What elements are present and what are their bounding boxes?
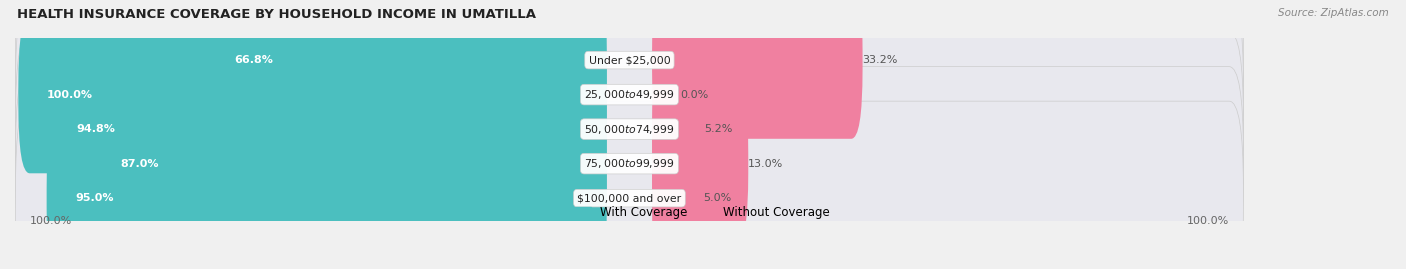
Text: $75,000 to $99,999: $75,000 to $99,999 [585,157,675,170]
FancyBboxPatch shape [46,119,607,269]
FancyBboxPatch shape [652,119,703,269]
Text: 5.0%: 5.0% [703,193,731,203]
Text: $25,000 to $49,999: $25,000 to $49,999 [585,88,675,101]
Text: 95.0%: 95.0% [75,193,114,203]
FancyBboxPatch shape [48,50,607,208]
FancyBboxPatch shape [15,32,1243,226]
Text: Source: ZipAtlas.com: Source: ZipAtlas.com [1278,8,1389,18]
FancyBboxPatch shape [15,0,1243,192]
FancyBboxPatch shape [18,16,607,173]
Text: 87.0%: 87.0% [120,159,159,169]
Text: 0.0%: 0.0% [681,90,709,100]
FancyBboxPatch shape [15,67,1243,261]
Text: 66.8%: 66.8% [235,55,273,65]
FancyBboxPatch shape [652,50,704,208]
Text: $50,000 to $74,999: $50,000 to $74,999 [585,123,675,136]
FancyBboxPatch shape [91,85,607,242]
Text: Under $25,000: Under $25,000 [589,55,671,65]
Text: $100,000 and over: $100,000 and over [578,193,682,203]
Text: 100.0%: 100.0% [30,215,72,226]
FancyBboxPatch shape [15,101,1243,269]
Text: HEALTH INSURANCE COVERAGE BY HOUSEHOLD INCOME IN UMATILLA: HEALTH INSURANCE COVERAGE BY HOUSEHOLD I… [17,8,536,21]
FancyBboxPatch shape [652,85,748,242]
Legend: With Coverage, Without Coverage: With Coverage, Without Coverage [572,201,834,224]
Text: 94.8%: 94.8% [76,124,115,134]
Text: 33.2%: 33.2% [862,55,898,65]
Text: 100.0%: 100.0% [1187,215,1229,226]
Text: 13.0%: 13.0% [748,159,783,169]
FancyBboxPatch shape [15,0,1243,157]
Text: 100.0%: 100.0% [46,90,93,100]
FancyBboxPatch shape [207,0,607,139]
FancyBboxPatch shape [652,0,862,139]
Text: 5.2%: 5.2% [704,124,733,134]
